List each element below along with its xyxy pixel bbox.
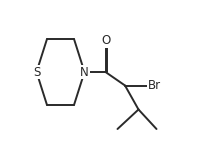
- Text: Br: Br: [148, 79, 161, 92]
- Text: S: S: [33, 66, 40, 78]
- Text: N: N: [80, 66, 89, 78]
- Text: O: O: [102, 34, 111, 47]
